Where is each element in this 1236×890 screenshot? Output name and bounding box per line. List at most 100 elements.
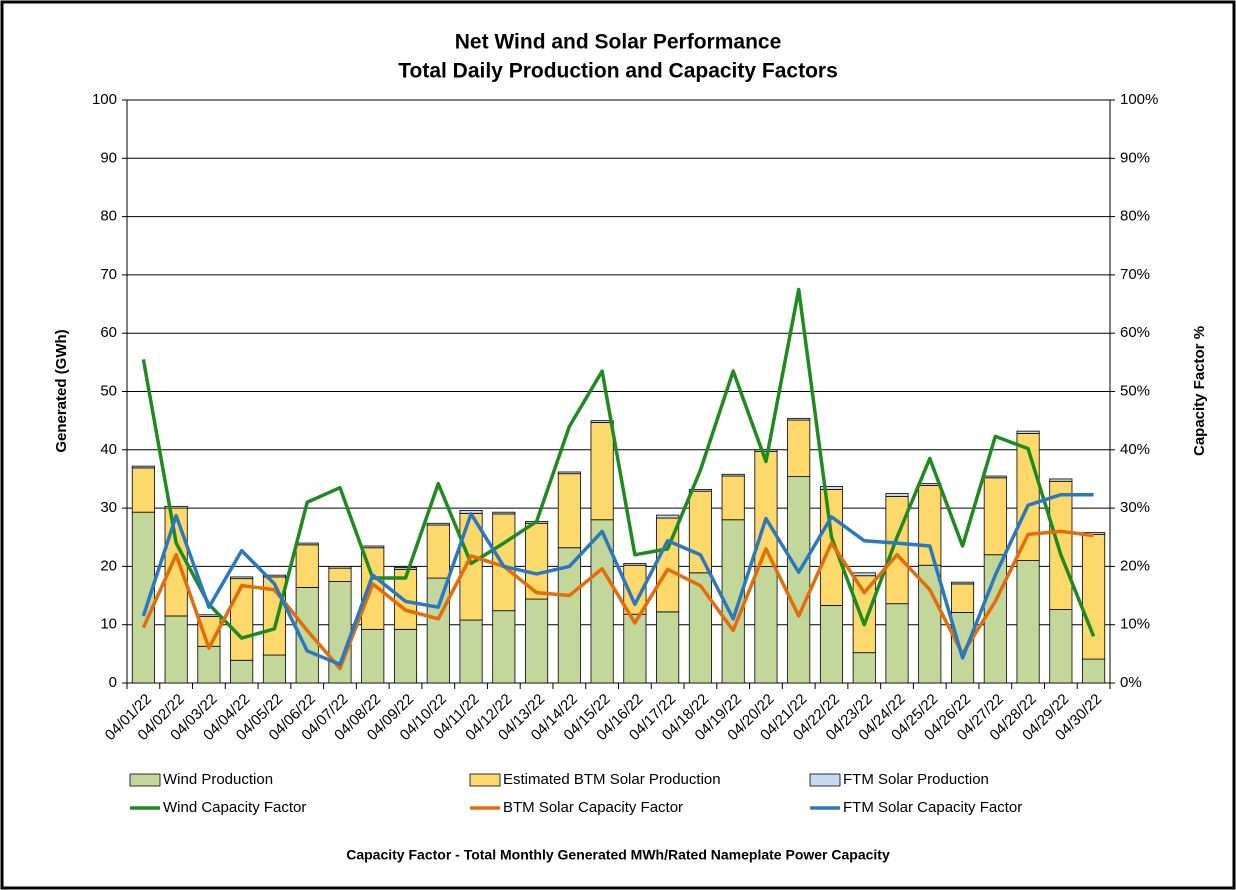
bar-segment [328,567,352,582]
chart-subtitle: Total Daily Production and Capacity Fact… [398,60,838,83]
y-tick-label: 80 [100,208,117,225]
bar-segment [983,477,1007,556]
y-tick-label: 0 [109,674,117,691]
y-tick-label: 40 [100,441,117,458]
bar-segment [459,619,483,684]
legend-swatch [129,773,161,787]
bar-segment [492,610,516,684]
legend-label: Estimated BTM Solar Production [503,771,721,788]
y2-tick-label: 20% [1120,557,1150,574]
bar-segment [656,514,680,519]
legend-label: BTM Solar Capacity Factor [503,799,683,816]
bar-segment [918,484,942,566]
y2-tick-label: 100% [1120,91,1158,108]
bar-segment [721,475,745,521]
bar-segment [197,614,221,617]
bar-segment [819,605,844,684]
y-tick-label: 20 [100,557,117,574]
bar-segment [197,645,221,684]
bar-segment [295,544,319,588]
bar-segment [951,583,975,613]
line [141,287,1096,640]
bar-segment [426,522,450,526]
bar-segment [787,476,811,684]
bar-segment [983,475,1007,479]
bar-segment [492,511,516,515]
y-tick-label: 50 [100,382,117,399]
bar-segment [819,489,844,606]
bar-segment [525,598,549,684]
bar-segment [623,563,647,566]
y2-tick-label: 80% [1120,208,1150,225]
line [141,492,1094,667]
y2-tick-label: 90% [1120,149,1150,166]
line [141,529,1094,671]
legend-label: Wind Capacity Factor [163,799,306,816]
bar-segment [590,519,614,684]
legend-label: Wind Production [163,771,273,788]
y-tick-label: 30 [100,499,117,516]
legend-label: FTM Solar Capacity Factor [843,799,1022,816]
chart-title: Net Wind and Solar Performance [455,31,782,54]
bar-segment [164,507,188,617]
y2-tick-label: 0% [1120,674,1142,691]
bar-segment [688,489,712,492]
legend-swatch [809,773,841,787]
bar-segment [1016,430,1040,434]
footnote: Capacity Factor - Total Monthly Generate… [346,847,890,863]
bar-segment [262,654,286,684]
bar-segment [230,578,254,661]
bar-segment [361,545,385,549]
bar-segment [852,575,876,654]
legend-swatch [469,773,501,787]
y2-tick-label: 60% [1120,324,1150,341]
bar-segment [787,417,811,421]
bar-segment [230,576,254,580]
y-tick-label: 10 [100,616,117,633]
bar-segment [656,611,680,684]
y2-tick-label: 30% [1120,499,1150,516]
bar-segment [688,490,712,574]
bar-segment [557,473,581,549]
bar-segment [590,420,614,423]
bar-segment [164,505,188,509]
y-tick-label: 90 [100,149,117,166]
y2-axis-title: Capacity Factor % [1191,326,1208,456]
y2-tick-label: 10% [1120,616,1150,633]
bar-segment [852,572,876,577]
bar-segment [1049,480,1073,610]
bar-segment [131,467,155,513]
bar-segment [426,577,450,684]
bar-segment [885,493,909,497]
bar-segment [852,652,876,684]
bar-segment [557,471,581,475]
bar-segment [688,572,712,684]
y2-tick-label: 40% [1120,441,1150,458]
bar-segment [262,574,286,578]
bar-segment [1049,478,1073,482]
y-tick-label: 60 [100,324,117,341]
bar-segment [164,615,188,684]
bar-segment [131,465,155,469]
bar-segment [819,486,844,490]
bar-segment [361,628,385,684]
bar-segment [754,449,778,452]
bar-segment [426,524,450,579]
y2-tick-label: 70% [1120,266,1150,283]
legend-label: FTM Solar Production [843,771,989,788]
y-tick-label: 70 [100,266,117,283]
bar-segment [328,566,352,569]
bar-segment [951,581,975,585]
bar-segment [787,419,811,478]
bar-segment [885,603,909,684]
bar-segment [754,566,778,684]
bar-segment [721,473,745,477]
bar-segment [295,542,319,546]
bar-segment [1082,533,1106,660]
y-tick-label: 100 [92,91,117,108]
bar-segment [951,612,975,684]
y-axis-title: Generated (GWh) [53,329,70,452]
